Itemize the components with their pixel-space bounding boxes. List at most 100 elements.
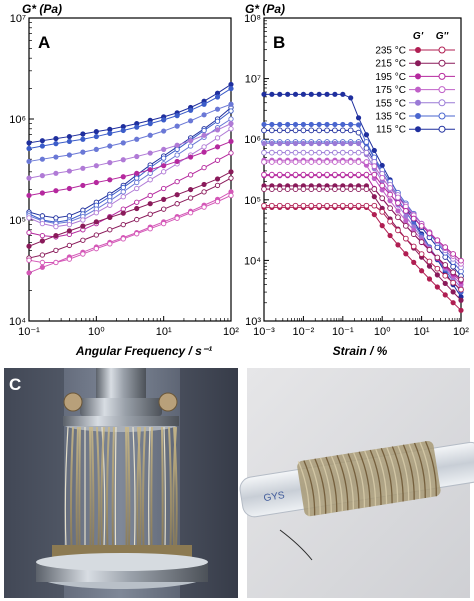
panel-b-data-point bbox=[395, 242, 401, 248]
panel-a-data-point bbox=[53, 170, 59, 176]
panel-a-data-point bbox=[107, 198, 113, 204]
panel-a-data-point bbox=[107, 214, 113, 221]
panel-a-series-line bbox=[28, 118, 232, 225]
legend-marker-filled bbox=[415, 47, 421, 53]
panel-b-data-point bbox=[434, 254, 441, 261]
panel-b-data-point bbox=[355, 202, 362, 209]
fiber-strand bbox=[78, 426, 81, 549]
panel-b-data-point bbox=[300, 91, 306, 97]
panel-a-data-point bbox=[134, 205, 140, 212]
panel-b-data-point bbox=[300, 140, 306, 147]
panel-a-data-point bbox=[39, 221, 46, 227]
panel-a-data-point bbox=[174, 146, 180, 153]
panel-a-data-point bbox=[120, 124, 126, 130]
panel-b-data-point bbox=[276, 171, 283, 178]
panel-b-y-tick-label: 10³ bbox=[245, 316, 261, 328]
panel-b-tick-labels: 10⁻³ 10⁻² 10⁻¹ 10⁰ 10¹ 10² 10³ 10⁴ 10⁵ 10⁶ 10⁷ 10⁸ bbox=[244, 13, 469, 338]
panel-b-x-tick-label: 10⁻³ bbox=[253, 326, 275, 338]
fiber-wrap bbox=[336, 455, 349, 511]
panel-a-x-tick-label: 10¹ bbox=[156, 326, 172, 338]
panel-a-data-point bbox=[93, 219, 99, 225]
panel-b-data-point bbox=[355, 149, 362, 156]
panel-a-tick-labels: 10⁻¹ 10⁰ 10¹ 10² 10⁴ 10⁵ 10⁶ 10⁷ bbox=[9, 13, 239, 338]
panel-b-data-point bbox=[450, 300, 456, 306]
legend-marker-open bbox=[438, 112, 446, 120]
panel-a-data-point bbox=[228, 108, 234, 114]
panel-a-y-tick-label: 10⁵ bbox=[9, 215, 26, 227]
panel-b-data-point bbox=[284, 127, 291, 134]
panel-a-data-point bbox=[147, 132, 153, 138]
panel-b-y-tick-label: 10⁴ bbox=[244, 255, 261, 267]
panel-a-data-point bbox=[26, 243, 32, 249]
panel-a-data-point bbox=[120, 140, 126, 146]
fiber-strand bbox=[75, 426, 79, 549]
panel-a-data-point bbox=[39, 238, 45, 244]
legend-entry-label: 115 °C bbox=[376, 125, 406, 136]
panel-b-data-point bbox=[261, 140, 267, 147]
fiber-strand bbox=[150, 426, 153, 549]
panel-a-data-point bbox=[134, 231, 140, 237]
panel-b-data-point bbox=[363, 171, 370, 178]
panel-a-data-point bbox=[228, 116, 234, 122]
panel-b-data-point bbox=[442, 244, 449, 250]
panel-a-data-point bbox=[80, 131, 86, 137]
legend-entry-label: 195 °C bbox=[375, 72, 406, 83]
panel-a-data-point bbox=[147, 150, 153, 156]
fiber-wrap bbox=[402, 444, 415, 500]
panel-b-data-point bbox=[308, 171, 315, 178]
panel-b-data-point bbox=[284, 202, 291, 209]
panel-b-data-point bbox=[458, 286, 464, 293]
panel-a-data-point bbox=[134, 175, 140, 181]
panel-a-data-point bbox=[26, 215, 32, 221]
fiber-wrap bbox=[380, 448, 393, 504]
panel-b-data-point bbox=[261, 149, 267, 156]
panel-b-data-point bbox=[363, 186, 370, 192]
panel-a-series-line bbox=[28, 123, 232, 179]
panel-a-data-point bbox=[53, 259, 59, 266]
panel-b-data-point bbox=[450, 251, 456, 257]
panel-b-data-point bbox=[402, 208, 409, 214]
fiber-wrap bbox=[424, 441, 437, 497]
panel-b-data-point bbox=[434, 265, 441, 272]
panel-b-data-point bbox=[276, 202, 283, 209]
panel-b-data-point bbox=[426, 247, 433, 253]
panel-b-data-point bbox=[339, 127, 346, 134]
legend-entry-label: 235 °C bbox=[375, 46, 406, 57]
panel-b-data-point bbox=[379, 174, 386, 181]
panel-a-chart: G* (Pa) A 10⁻¹ 10⁰ 10¹ 10² 10⁴ 10⁵ 10⁶ 10⁷ Angu… bbox=[9, 2, 239, 358]
panel-b-data-point bbox=[308, 202, 315, 209]
fiber-strand bbox=[127, 426, 131, 549]
legend-header-gprime: G' bbox=[413, 31, 424, 42]
panel-b-x-tick-label: 10⁰ bbox=[374, 326, 391, 338]
legend-entry-label: 135 °C bbox=[375, 112, 406, 123]
panel-a-data-point bbox=[174, 201, 180, 207]
panel-b-data-point bbox=[418, 223, 425, 229]
panel-a-series-line bbox=[28, 107, 232, 219]
fiber-wrap bbox=[330, 455, 343, 512]
panel-a-data-point bbox=[66, 152, 72, 158]
panel-a-data-point bbox=[228, 175, 234, 181]
panel-a-data-point bbox=[120, 189, 126, 195]
panel-a-data-point bbox=[53, 233, 59, 239]
panel-b-y-tick-label: 10⁷ bbox=[245, 74, 261, 86]
panel-b-legend: G' G'' 235 °C 215 °C 195 °C 175 °C 155 °C 135 °… bbox=[375, 31, 455, 136]
panel-a-data-point bbox=[201, 127, 207, 134]
panel-b-data-point bbox=[371, 171, 378, 178]
panel-b-data-point bbox=[316, 171, 323, 178]
panel-b-x-tick-label: 10¹ bbox=[414, 326, 430, 338]
panel-b-data-point bbox=[324, 121, 330, 128]
panel-a-data-point bbox=[201, 132, 207, 138]
panel-b-data-point bbox=[426, 258, 433, 265]
panel-b-data-point bbox=[347, 202, 354, 209]
panel-a-data-point bbox=[214, 94, 221, 100]
fiber-strand bbox=[70, 426, 74, 549]
panel-b-series-line bbox=[264, 206, 462, 311]
panel-b-data-point bbox=[418, 239, 425, 245]
legend-marker-open bbox=[438, 125, 446, 133]
panel-b-data-point bbox=[316, 140, 322, 147]
panel-a-data-point bbox=[80, 182, 86, 189]
panel-a-data-point bbox=[39, 143, 45, 149]
panel-b-data-point bbox=[261, 159, 267, 165]
panel-a-data-point bbox=[201, 101, 207, 107]
